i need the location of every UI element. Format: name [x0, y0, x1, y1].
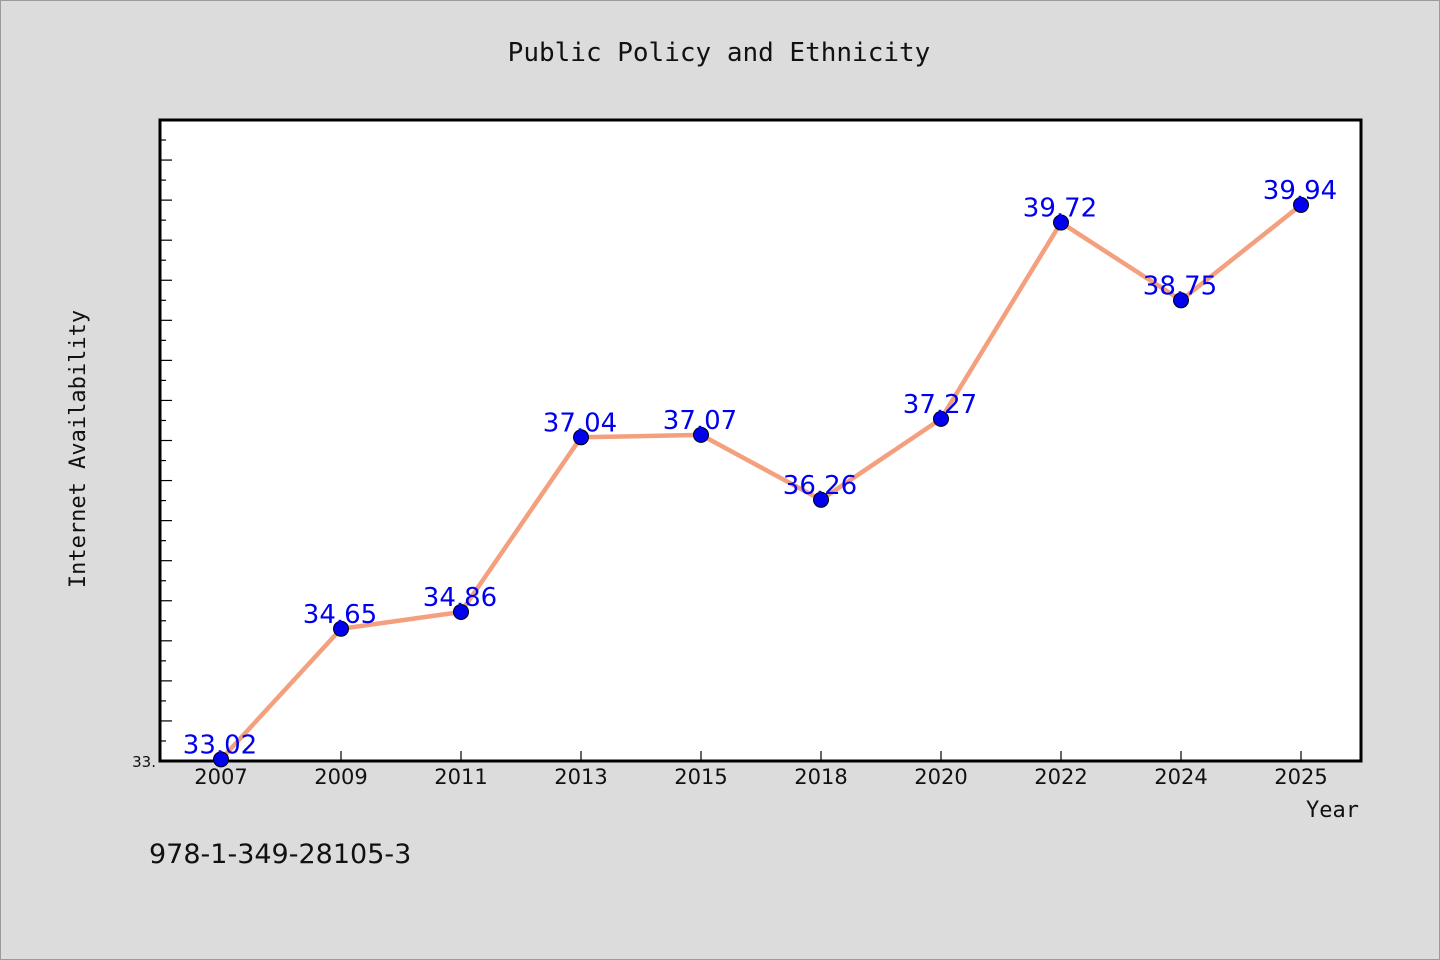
x-tick-label: 2011	[434, 765, 487, 789]
chart-title: Public Policy and Ethnicity	[508, 38, 931, 68]
data-point[interactable]	[693, 426, 709, 443]
series-line	[218, 202, 1304, 762]
x-tick-label: 2025	[1274, 765, 1327, 789]
data-point[interactable]	[333, 620, 349, 637]
y-axis-ticks: 33.	[132, 119, 172, 771]
data-labels-layer: 33.02 34.65 34.86 37.04 37.07 36.26 37.27 39.72…	[183, 176, 1337, 760]
data-point[interactable]	[573, 429, 589, 446]
data-label: 39.94	[1263, 176, 1337, 206]
data-label: 38.75	[1143, 271, 1217, 301]
data-point[interactable]	[933, 410, 949, 427]
data-label: 37.04	[543, 408, 617, 438]
data-label: 33.02	[183, 730, 257, 760]
x-tick-label: 2018	[794, 765, 847, 789]
x-tick-label: 2020	[914, 765, 967, 789]
x-tick-label: 2007	[194, 765, 247, 789]
data-point[interactable]	[1293, 196, 1309, 213]
y-axis-label: Internet Availability	[66, 310, 91, 588]
x-tick-label: 2022	[1034, 765, 1087, 789]
data-label: 34.86	[423, 583, 497, 613]
data-label: 39.72	[1023, 194, 1097, 224]
data-label: 37.27	[903, 390, 977, 420]
data-point[interactable]	[213, 751, 229, 768]
data-point[interactable]	[1053, 214, 1069, 231]
data-point[interactable]	[1173, 292, 1189, 309]
x-tick-label: 2015	[674, 765, 727, 789]
x-axis-label: Year	[1306, 798, 1359, 823]
x-axis-ticks: 2007 2009 2011 2013 2015 2018 2020 2022 2024 2025	[194, 751, 1328, 789]
y-tick-label: 33.	[132, 753, 156, 771]
data-label: 37.07	[663, 406, 737, 436]
x-tick-label: 2024	[1154, 765, 1207, 789]
data-point[interactable]	[813, 491, 829, 508]
x-tick-label: 2009	[314, 765, 367, 789]
isbn-text: 978-1-349-28105-3	[149, 839, 411, 870]
series-layer	[213, 196, 1309, 768]
plot-area	[158, 118, 1363, 763]
data-point[interactable]	[453, 603, 469, 620]
data-label: 34.65	[303, 600, 377, 630]
data-label: 36.26	[783, 471, 857, 501]
x-tick-label: 2013	[554, 765, 607, 789]
